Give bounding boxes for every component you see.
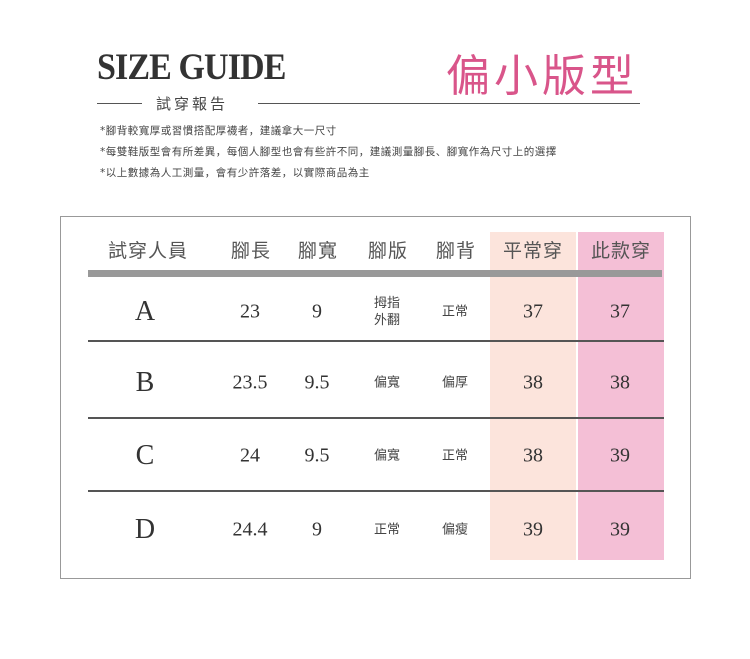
header-width: 腳寬 bbox=[297, 240, 338, 262]
size-table bbox=[60, 216, 691, 579]
cell-name: C bbox=[135, 440, 155, 471]
header-instep: 腳背 bbox=[435, 240, 476, 262]
note: *每雙鞋版型會有所差異，每個人腳型也會有些許不同，建議測量腳長、腳寬作為尺寸上的… bbox=[100, 146, 557, 158]
cell-instep: 正常 bbox=[441, 304, 469, 320]
cell-length: 23 bbox=[240, 300, 260, 323]
cell-instep: 正常 bbox=[441, 448, 469, 464]
row-divider bbox=[88, 417, 664, 419]
cell-usual: 37 bbox=[523, 300, 543, 323]
cell-this: 39 bbox=[610, 444, 630, 467]
cell-shape: 偏寬 bbox=[373, 448, 401, 464]
divider bbox=[97, 103, 142, 104]
subtitle: 試穿報告 bbox=[156, 95, 229, 113]
cell-usual: 38 bbox=[523, 371, 543, 394]
note: *以上數據為人工測量，會有少許落差，以實際商品為主 bbox=[100, 167, 370, 179]
cell-this: 39 bbox=[610, 518, 630, 541]
cell-length: 23.5 bbox=[232, 371, 268, 394]
cell-width: 9 bbox=[312, 518, 322, 541]
cell-name: A bbox=[134, 296, 156, 327]
cell-shape: 正常 bbox=[373, 522, 401, 538]
cell-length: 24 bbox=[240, 444, 260, 467]
cell-usual: 38 bbox=[523, 444, 543, 467]
header-this: 此款穿 bbox=[590, 240, 651, 262]
header-shape: 腳版 bbox=[367, 240, 408, 262]
cell-shape: 偏寬 bbox=[373, 375, 401, 391]
cell-length: 24.4 bbox=[232, 518, 268, 541]
header-usual: 平常穿 bbox=[502, 240, 563, 262]
cell-width: 9 bbox=[312, 300, 322, 323]
cell-this: 37 bbox=[610, 300, 630, 323]
cell-this: 38 bbox=[610, 371, 630, 394]
cell-instep: 偏厚 bbox=[441, 375, 469, 391]
page-title: SIZE GUIDE bbox=[97, 47, 286, 88]
cell-name: D bbox=[134, 514, 156, 545]
header-bar bbox=[88, 270, 662, 277]
cell-usual: 39 bbox=[523, 518, 543, 541]
divider bbox=[258, 103, 640, 104]
header-length: 腳長 bbox=[230, 240, 271, 262]
cell-width: 9.5 bbox=[304, 371, 330, 394]
cell-shape: 拇指 外翻 bbox=[373, 296, 401, 328]
this-size-column-bg bbox=[578, 232, 664, 560]
note: *腳背較寬厚或習慣搭配厚襪者，建議拿大一尺寸 bbox=[100, 125, 337, 137]
header-tester: 試穿人員 bbox=[107, 240, 188, 262]
row-divider bbox=[88, 490, 664, 492]
cell-width: 9.5 bbox=[304, 444, 330, 467]
cell-instep: 偏瘦 bbox=[441, 522, 469, 538]
usual-size-column-bg bbox=[490, 232, 576, 560]
cell-name: B bbox=[135, 367, 155, 398]
fit-label: 偏小版型 bbox=[446, 51, 638, 102]
row-divider bbox=[88, 340, 664, 342]
